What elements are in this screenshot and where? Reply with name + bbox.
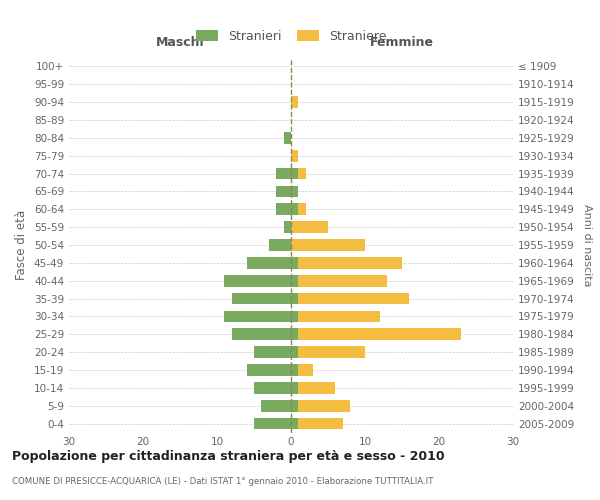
Bar xyxy=(291,418,298,430)
Y-axis label: Anni di nascita: Anni di nascita xyxy=(581,204,592,286)
Bar xyxy=(247,257,291,268)
Bar xyxy=(291,257,402,268)
Bar xyxy=(276,186,291,197)
Bar xyxy=(291,346,365,358)
Bar xyxy=(247,364,291,376)
Bar xyxy=(276,204,291,215)
Bar xyxy=(291,418,343,430)
Bar xyxy=(291,275,387,286)
Bar xyxy=(291,310,298,322)
Bar xyxy=(291,168,298,179)
Bar xyxy=(232,293,291,304)
Bar xyxy=(291,239,365,251)
Bar xyxy=(224,310,291,322)
Bar xyxy=(291,204,298,215)
Bar xyxy=(262,400,291,411)
Bar xyxy=(291,382,298,394)
Text: Femmine: Femmine xyxy=(370,36,434,49)
Bar xyxy=(291,400,350,411)
Bar xyxy=(291,400,298,411)
Bar xyxy=(254,382,291,394)
Bar xyxy=(224,275,291,286)
Bar xyxy=(291,364,298,376)
Bar xyxy=(254,418,291,430)
Bar xyxy=(269,239,291,251)
Text: Popolazione per cittadinanza straniera per età e sesso - 2010: Popolazione per cittadinanza straniera p… xyxy=(12,450,445,463)
Bar xyxy=(291,275,298,286)
Bar xyxy=(291,328,298,340)
Bar xyxy=(254,346,291,358)
Bar xyxy=(291,150,298,162)
Bar xyxy=(291,168,306,179)
Bar xyxy=(291,96,298,108)
Bar xyxy=(284,222,291,233)
Bar xyxy=(291,293,298,304)
Bar xyxy=(291,186,298,197)
Bar xyxy=(291,222,328,233)
Y-axis label: Fasce di età: Fasce di età xyxy=(16,210,28,280)
Bar xyxy=(291,310,380,322)
Legend: Stranieri, Straniere: Stranieri, Straniere xyxy=(192,26,390,46)
Bar xyxy=(291,346,298,358)
Bar xyxy=(291,257,298,268)
Bar xyxy=(284,132,291,143)
Bar xyxy=(232,328,291,340)
Bar xyxy=(291,328,461,340)
Bar xyxy=(291,382,335,394)
Bar xyxy=(291,204,306,215)
Bar xyxy=(276,168,291,179)
Bar xyxy=(291,364,313,376)
Bar xyxy=(291,293,409,304)
Text: COMUNE DI PRESICCE-ACQUARICA (LE) - Dati ISTAT 1° gennaio 2010 - Elaborazione TU: COMUNE DI PRESICCE-ACQUARICA (LE) - Dati… xyxy=(12,478,433,486)
Text: Maschi: Maschi xyxy=(155,36,205,49)
Bar xyxy=(291,186,298,197)
